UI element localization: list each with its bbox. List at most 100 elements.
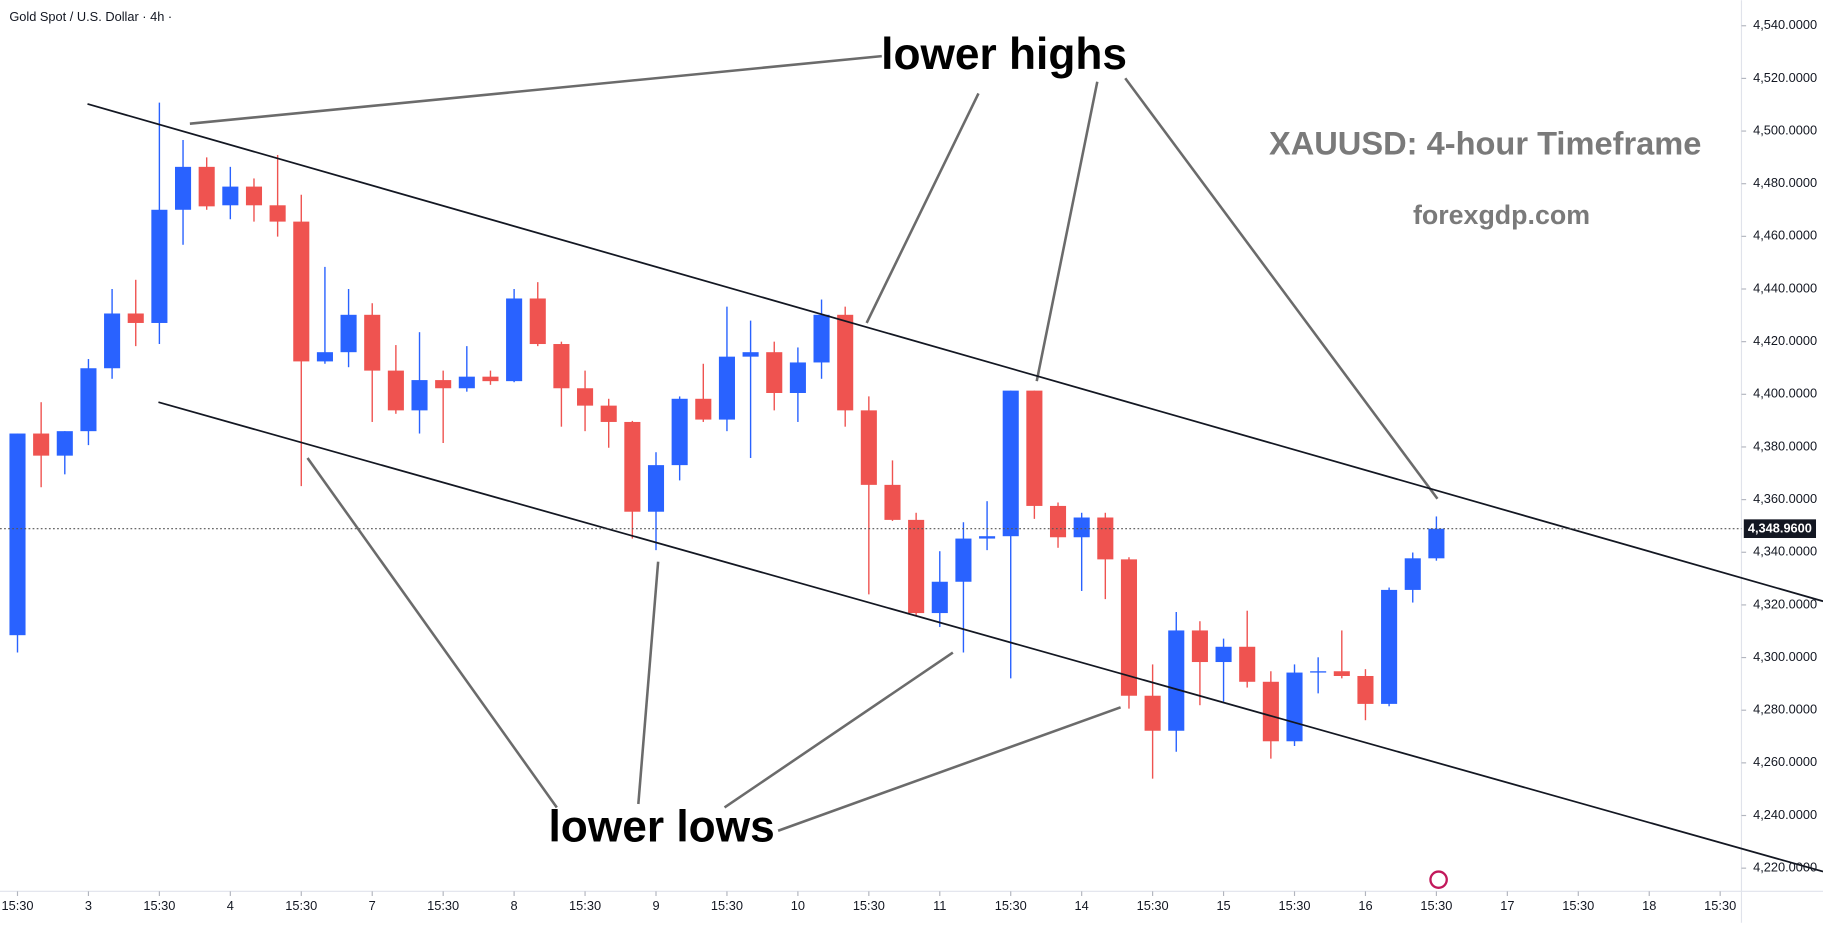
x-tick-label: 9 [652,898,659,913]
heading: XAUUSD: 4-hour Timeframe [1269,124,1701,161]
x-tick-label: 14 [1075,898,1089,913]
y-tick-label: 4,460.0000 [1753,228,1817,243]
candle-body [979,536,996,539]
y-tick-label: 4,340.0000 [1753,544,1817,559]
candle-body [174,166,192,210]
candle-body [435,380,452,389]
candle-body [908,519,925,614]
candle-body [955,538,972,582]
y-tick-label: 4,380.0000 [1753,438,1817,453]
x-tick-label: 15:30 [1137,898,1169,913]
candle-body [553,344,570,389]
candle-body [1381,589,1398,704]
candle-body [1404,558,1421,590]
candle-body [1333,671,1350,676]
candle-body [9,433,26,636]
candle-body [151,209,168,323]
candle-body [1286,672,1303,742]
candle-body [1168,630,1185,731]
candle-body [269,205,286,222]
candle-body [1310,671,1327,673]
pointer [865,92,980,324]
candle-body [813,314,830,363]
candle-body [600,405,617,422]
y-tick-label: 4,520.0000 [1753,70,1817,85]
x-tick-label: 15:30 [285,898,317,913]
candle-body [364,314,381,371]
pointer [1124,77,1439,500]
candle-body [33,433,50,456]
y-tick-label: 4,260.0000 [1753,754,1817,769]
x-tick-label: 16 [1358,898,1372,913]
candle-body [718,356,735,420]
symbol-title: Gold Spot / U.S. Dollar · 4h · [9,9,172,24]
x-tick-label: 3 [85,898,92,913]
y-tick-label: 4,300.0000 [1753,649,1817,664]
x-tick-label: 4 [227,898,234,913]
x-tick-label: 15:30 [853,898,885,913]
candle-body [316,352,333,362]
candle-body [293,221,310,362]
candle-body [127,313,144,323]
candle-body [198,166,215,207]
x-tick-label: 15:30 [1704,898,1736,913]
x-tick-label: 10 [791,898,805,913]
candle-body [104,313,121,369]
candle-body [671,398,688,466]
y-tick-label: 4,220.0000 [1753,860,1817,875]
annotation-highs: lower highs [881,30,1127,79]
candle-body [624,421,641,512]
candle-body [1026,390,1043,506]
last-price-box [1743,519,1817,538]
x-tick-label: 7 [369,898,376,913]
source: forexgdp.com [1413,200,1590,230]
pointer [637,561,660,805]
x-tick-label: 15:30 [143,898,175,913]
candle-body [647,465,665,512]
candle-body [1428,528,1445,559]
candle-body [387,370,404,411]
y-tick-label: 4,240.0000 [1753,807,1817,822]
candle-body [80,368,97,432]
candle-body [245,186,263,206]
x-tick-label: 15:30 [1,898,33,913]
candle-body [1239,646,1256,682]
candle-body [506,298,523,382]
candle-body [577,388,594,406]
candle-body [56,431,73,456]
candle-body [742,352,759,357]
candle-body [1097,517,1114,560]
x-tick-label: 15:30 [1420,898,1452,913]
x-tick-label: 15:30 [427,898,459,913]
x-tick-label: 17 [1500,898,1514,913]
candle-body [1002,390,1019,537]
x-tick-label: 11 [933,898,946,913]
last-price-label: 4,348.9600 [1748,521,1812,536]
candle-body [1357,675,1374,704]
candle-body [1191,630,1208,663]
x-tick-label: 15:30 [711,898,743,913]
trendline [87,103,1823,603]
pointer [306,457,558,809]
x-tick-label: 15:30 [1562,898,1594,913]
candle-body [1215,646,1232,663]
candle-body [931,581,948,614]
logo-icon [1429,870,1448,890]
candle-body [411,380,428,411]
candle-body [1144,695,1161,731]
candle-body [860,410,877,485]
candle-body [482,376,499,382]
pointer [777,706,1122,832]
trendline [158,401,1823,873]
y-tick-label: 4,420.0000 [1753,333,1817,348]
candle-body [766,352,783,393]
candle-body [1073,517,1090,538]
candle-body [1120,559,1138,696]
candle-body [1262,681,1279,742]
pointer-lines [189,54,1439,832]
candle-body [1049,505,1067,538]
y-tick-label: 4,360.0000 [1753,491,1817,506]
candle-body [789,362,806,393]
x-tick-label: 15 [1216,898,1230,913]
